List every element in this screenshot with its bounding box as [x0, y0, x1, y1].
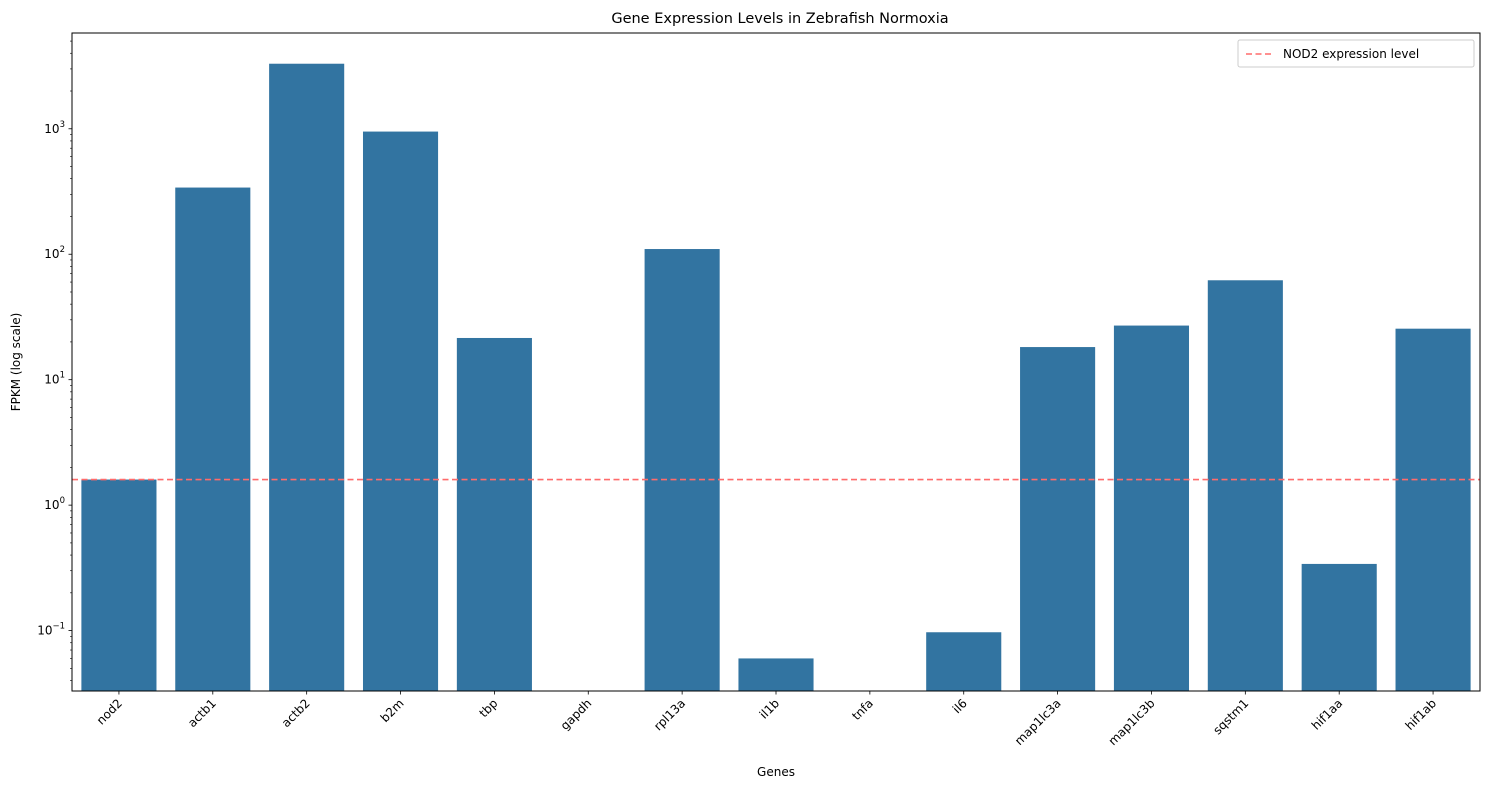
x-tick-label: actb1	[185, 696, 219, 730]
legend: NOD2 expression level	[1237, 39, 1475, 68]
x-tick-label: hif1ab	[1403, 696, 1440, 733]
x-tick-label: gapdh	[558, 696, 595, 733]
legend-label: NOD2 expression level	[1283, 47, 1419, 61]
x-tick-label: map1lc3b	[1106, 696, 1158, 748]
bars-group	[81, 63, 1471, 692]
bar-tbp	[456, 337, 532, 691]
y-axis-title: FPKM (log scale)	[9, 313, 23, 412]
bar-il1b	[738, 658, 814, 691]
y-tick-label: 101	[44, 371, 65, 387]
bar-nod2	[81, 479, 157, 691]
bar-rpl13a	[644, 249, 720, 691]
y-tick-label: 100	[44, 496, 65, 512]
y-tick-label: 10−1	[37, 622, 65, 638]
bar-b2m	[362, 131, 439, 691]
bar-actb2	[269, 63, 345, 692]
x-axis-title: Genes	[757, 765, 795, 779]
x-tick-label: nod2	[94, 696, 125, 727]
x-tick-label: sqstm1	[1210, 696, 1251, 737]
x-tick-label: map1lc3a	[1012, 696, 1064, 748]
y-axis: 10−1 100 101 102 103	[37, 40, 72, 681]
x-tick-label: tnfa	[849, 696, 876, 723]
y-tick-label: 102	[44, 245, 65, 261]
y-tick-label: 103	[44, 120, 65, 136]
bar-il6	[926, 632, 1002, 691]
x-tick-label: il6	[950, 696, 970, 716]
legend-box	[1237, 39, 1475, 68]
bar-hif1aa	[1301, 563, 1377, 691]
chart-title: Gene Expression Levels in Zebrafish Norm…	[611, 11, 948, 27]
bar-map1lc3a	[1020, 347, 1096, 691]
bar-sqstm1	[1207, 280, 1283, 691]
bar-map1lc3b	[1113, 325, 1190, 691]
x-tick-label: actb2	[279, 696, 313, 730]
x-tick-label: il1b	[757, 696, 782, 721]
x-tick-label: b2m	[378, 696, 407, 725]
x-tick-label: rpl13a	[651, 696, 688, 733]
bar-hif1ab	[1395, 328, 1471, 691]
x-tick-label: hif1aa	[1309, 696, 1345, 732]
bar-actb1	[175, 187, 251, 691]
x-tick-label: tbp	[477, 696, 501, 720]
x-axis: nod2 actb1 actb2 b2m tbp gapdh rpl13a il1b tnfa i…	[94, 691, 1439, 748]
